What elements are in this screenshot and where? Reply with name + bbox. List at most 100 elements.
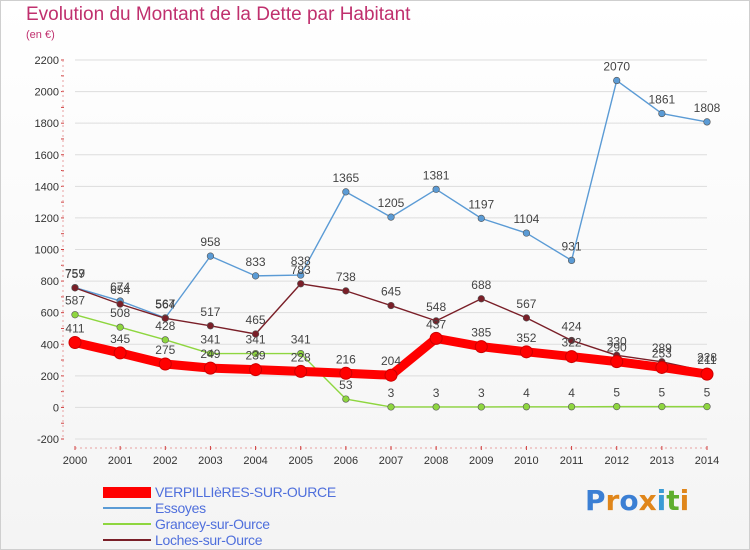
- data-point: [158, 357, 172, 371]
- data-point: [116, 323, 124, 331]
- data-label: 275: [155, 343, 175, 357]
- legend-item: Essoyes: [103, 500, 206, 516]
- y-tick-label: 1600: [35, 150, 59, 162]
- data-label: 345: [110, 332, 130, 346]
- y-tick-label: 800: [41, 276, 59, 288]
- data-point: [567, 403, 576, 411]
- data-point: [432, 185, 440, 193]
- logo-letter: x: [638, 484, 657, 517]
- data-label: 253: [652, 346, 672, 360]
- y-tick-label: 600: [41, 308, 59, 320]
- data-label: 4: [568, 386, 575, 400]
- y-tick-label: 400: [41, 339, 59, 351]
- data-label: 1381: [423, 168, 450, 182]
- data-point: [613, 403, 621, 411]
- x-tick-label: 2003: [198, 455, 222, 467]
- data-point: [161, 336, 169, 344]
- data-point: [613, 76, 621, 85]
- data-label: 465: [246, 313, 266, 327]
- chart-subtitle: (en €): [26, 29, 55, 41]
- legend-swatch: [103, 539, 151, 541]
- x-tick-label: 2006: [334, 455, 358, 467]
- legend-swatch: [103, 523, 151, 525]
- data-point: [161, 314, 169, 322]
- legend-swatch: [103, 507, 151, 509]
- data-label: 757: [65, 267, 85, 281]
- x-tick-label: 2011: [560, 455, 584, 467]
- data-point: [567, 256, 576, 264]
- data-point: [342, 287, 350, 295]
- data-point: [116, 300, 124, 308]
- logo-letter: i: [679, 484, 690, 517]
- data-point: [477, 403, 485, 411]
- data-point: [206, 349, 215, 358]
- legend-item: Grancey-sur-Ource: [103, 516, 270, 532]
- data-label: 216: [336, 352, 356, 366]
- data-label: 1861: [649, 93, 676, 107]
- data-label: 5: [704, 386, 711, 400]
- data-label: 290: [607, 341, 627, 355]
- data-label: 674: [110, 280, 130, 294]
- x-tick-label: 2013: [650, 455, 674, 467]
- logo-letter: i: [656, 484, 667, 517]
- data-point: [71, 284, 79, 292]
- data-label: 1365: [333, 171, 360, 185]
- data-point: [203, 361, 217, 375]
- data-point: [71, 311, 79, 319]
- logo-letter: o: [619, 484, 639, 517]
- x-tick-label: 2004: [243, 455, 267, 467]
- data-label: 53: [339, 378, 353, 392]
- data-label: 289: [652, 341, 672, 355]
- x-tick-label: 2014: [695, 455, 719, 467]
- y-tick-label: 0: [53, 402, 59, 414]
- data-label: 5: [613, 386, 620, 400]
- data-point: [294, 364, 308, 378]
- data-label: 239: [246, 349, 266, 363]
- legend-label: VERPILLIèRES-SUR-OURCE: [155, 484, 336, 500]
- data-label: 1808: [694, 101, 721, 115]
- data-label: 958: [200, 235, 220, 249]
- data-label: 249: [200, 347, 220, 361]
- x-tick-label: 2007: [379, 455, 403, 467]
- data-point: [206, 252, 215, 260]
- y-tick-label: 2200: [35, 55, 59, 67]
- x-tick-label: 2012: [604, 455, 628, 467]
- data-point: [432, 317, 440, 325]
- data-label: 228: [291, 350, 311, 364]
- x-tick-label: 2010: [514, 455, 538, 467]
- data-point: [113, 346, 127, 360]
- logo-letter: P: [585, 484, 606, 517]
- data-label: 437: [426, 317, 446, 331]
- y-tick-label: 1200: [35, 213, 59, 225]
- data-point: [251, 330, 260, 338]
- data-label: 567: [516, 297, 536, 311]
- data-label: 322: [562, 336, 582, 350]
- logo-letter: r: [605, 484, 620, 517]
- data-label: 1104: [514, 212, 540, 226]
- data-point: [387, 301, 395, 310]
- data-point: [339, 366, 353, 380]
- data-label: 564: [155, 297, 175, 311]
- data-label: 211: [697, 353, 716, 367]
- data-label: 228: [697, 350, 717, 364]
- data-label: 424: [562, 319, 582, 333]
- data-label: 688: [471, 278, 491, 292]
- data-point: [68, 336, 82, 350]
- data-point: [206, 322, 215, 330]
- data-label: 330: [607, 334, 627, 348]
- data-label: 838: [291, 254, 311, 268]
- y-tick-label: 1800: [35, 118, 59, 130]
- y-tick-label: 1400: [35, 181, 59, 193]
- data-label: 3: [388, 386, 395, 400]
- data-point: [342, 188, 350, 196]
- data-point: [610, 355, 624, 369]
- data-point: [522, 403, 531, 411]
- data-point: [251, 349, 260, 358]
- data-point: [567, 336, 576, 345]
- legend-label: Loches-sur-Ource: [155, 532, 263, 548]
- x-tick-label: 2005: [288, 455, 312, 467]
- data-label: 587: [65, 294, 85, 308]
- data-point: [297, 349, 305, 358]
- data-point: [342, 395, 350, 403]
- data-point: [703, 118, 711, 126]
